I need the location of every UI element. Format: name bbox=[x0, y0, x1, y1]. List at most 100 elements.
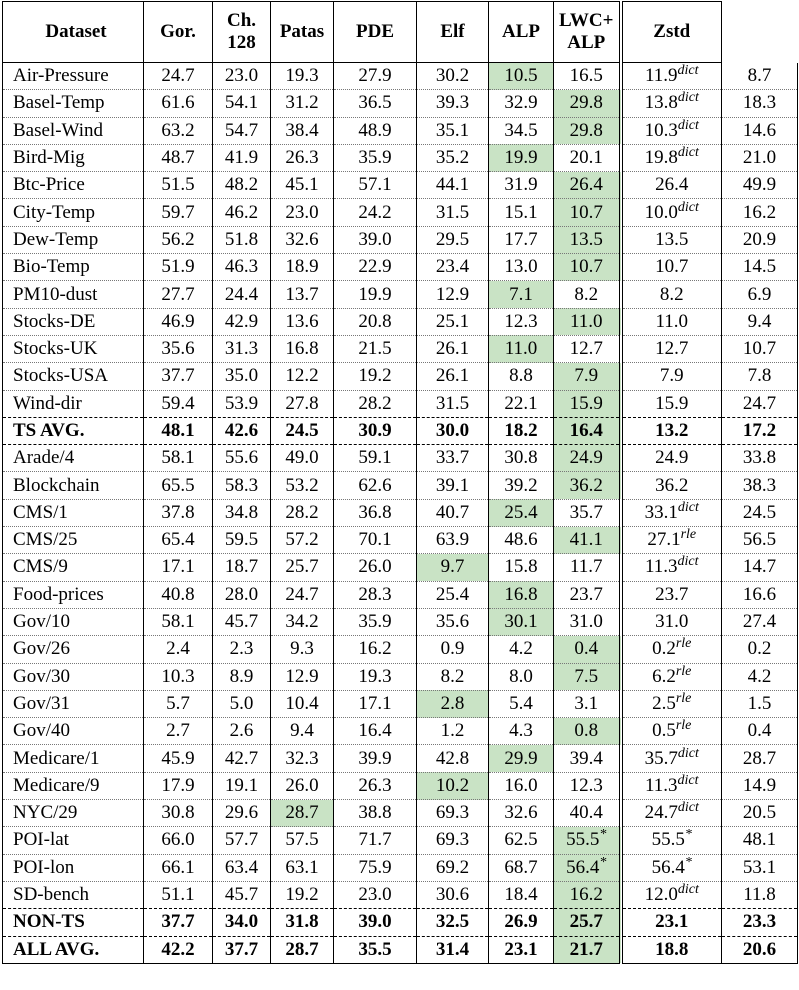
value-cell: 33.8 bbox=[721, 444, 798, 473]
row-label: Gov/30 bbox=[2, 663, 144, 691]
value-cell: 45.1 bbox=[270, 171, 334, 200]
value-cell: 10.2 bbox=[416, 772, 489, 801]
value-cell: 19.8dict bbox=[618, 144, 722, 173]
value-cell: 35.9 bbox=[333, 608, 417, 637]
value-cell: 58.1 bbox=[143, 444, 213, 473]
value-cell: 71.7 bbox=[333, 826, 417, 855]
value-cell: 49.9 bbox=[721, 171, 798, 200]
value-cell: 63.9 bbox=[416, 526, 489, 555]
value-cell: 40.8 bbox=[143, 581, 213, 609]
data-row: CMS/1 37.8 34.8 28.2 36.8 40.7 25.4 35.7 33.1dic… bbox=[2, 499, 798, 528]
row-label: ALL AVG. bbox=[2, 935, 144, 964]
row-label: Dew-Temp bbox=[2, 226, 144, 255]
value-cell: 2.8 bbox=[416, 690, 489, 719]
value-cell: 70.1 bbox=[333, 526, 417, 555]
value-cell: 46.3 bbox=[212, 253, 271, 282]
summary-row: NON-TS 37.7 34.0 31.8 39.0 32.5 26.9 25.7 23.1 23… bbox=[2, 908, 798, 937]
data-row: Bio-Temp 51.9 46.3 18.9 22.9 23.4 13.0 10.7 10.7… bbox=[2, 253, 798, 282]
value-cell: 68.7 bbox=[488, 854, 554, 882]
cell-superscript: dict bbox=[677, 882, 699, 898]
value-cell: 15.1 bbox=[488, 198, 554, 227]
summary-row: TS AVG. 48.1 42.6 24.5 30.9 30.0 18.2 16.4 13.2 1… bbox=[2, 416, 798, 446]
value-cell: 11.0 bbox=[553, 308, 621, 336]
value-cell: 12.9 bbox=[416, 280, 489, 309]
value-cell: 20.5 bbox=[721, 799, 798, 828]
value-cell: 17.9 bbox=[143, 772, 213, 801]
cell-value: 19.8 bbox=[644, 147, 678, 169]
value-cell: 25.7 bbox=[553, 908, 621, 937]
cell-value: 56.4 bbox=[651, 856, 685, 878]
value-cell: 25.1 bbox=[416, 308, 489, 336]
value-cell: 7.9 bbox=[553, 362, 621, 391]
value-cell: 16.4 bbox=[333, 717, 417, 746]
value-cell: 14.6 bbox=[721, 117, 798, 145]
cell-value: 0.2 bbox=[652, 638, 676, 660]
value-cell: 11.0 bbox=[618, 308, 722, 336]
value-cell: 7.9 bbox=[618, 362, 722, 391]
value-cell: 16.6 bbox=[721, 581, 798, 609]
value-cell: 42.6 bbox=[212, 416, 271, 446]
value-cell: 39.9 bbox=[333, 744, 417, 773]
value-cell: 27.1rle bbox=[618, 526, 722, 555]
value-cell: 12.7 bbox=[553, 335, 621, 364]
value-cell: 35.7dict bbox=[618, 744, 722, 773]
data-row: Medicare/9 17.9 19.1 26.0 26.3 10.2 16.0 12.3 11… bbox=[2, 772, 798, 801]
value-cell: 14.7 bbox=[721, 553, 798, 582]
value-cell: 4.2 bbox=[488, 635, 554, 664]
value-cell: 22.1 bbox=[488, 390, 554, 418]
cell-value: 6.2 bbox=[652, 665, 676, 687]
value-cell: 36.2 bbox=[553, 471, 621, 500]
row-label: POI-lon bbox=[2, 854, 144, 882]
value-cell: 21.5 bbox=[333, 335, 417, 364]
value-cell: 11.9dict bbox=[618, 62, 722, 91]
row-label: TS AVG. bbox=[2, 416, 144, 446]
value-cell: 16.0 bbox=[488, 772, 554, 801]
value-cell: 48.6 bbox=[488, 526, 554, 555]
cell-superscript: dict bbox=[677, 199, 699, 215]
value-cell: 30.8 bbox=[488, 444, 554, 473]
value-cell: 66.0 bbox=[143, 826, 213, 855]
value-cell: 18.8 bbox=[618, 935, 722, 964]
cell-value: 55.5 bbox=[566, 829, 600, 851]
row-label: CMS/9 bbox=[2, 553, 144, 582]
column-header: Elf bbox=[416, 1, 489, 63]
data-row: Bird-Mig 48.7 41.9 26.3 35.9 35.2 19.9 20.1 19.8… bbox=[2, 144, 798, 173]
value-cell: 19.9 bbox=[333, 280, 417, 309]
value-cell: 39.1 bbox=[416, 471, 489, 500]
value-cell: 19.3 bbox=[333, 663, 417, 691]
data-row: Gov/31 5.7 5.0 10.4 17.1 2.8 5.4 3.1 2.5rle 1.5 bbox=[2, 690, 798, 719]
value-cell: 56.5 bbox=[721, 526, 798, 555]
cell-superscript: rle bbox=[675, 636, 692, 652]
value-cell: 34.0 bbox=[212, 908, 271, 937]
cell-superscript: * bbox=[684, 854, 692, 870]
value-cell: 48.2 bbox=[212, 171, 271, 200]
value-cell: 17.7 bbox=[488, 226, 554, 255]
value-cell: 56.4* bbox=[618, 854, 722, 882]
column-header: Patas bbox=[270, 1, 334, 63]
cell-superscript: rle bbox=[675, 690, 692, 706]
value-cell: 8.2 bbox=[618, 280, 722, 309]
value-cell: 13.0 bbox=[488, 253, 554, 282]
value-cell: 10.7 bbox=[721, 335, 798, 364]
value-cell: 39.4 bbox=[553, 744, 621, 773]
value-cell: 2.4 bbox=[143, 635, 213, 664]
value-cell: 58.3 bbox=[212, 471, 271, 500]
row-label: Wind-dir bbox=[2, 390, 144, 418]
cell-superscript: dict bbox=[677, 145, 699, 161]
value-cell: 65.5 bbox=[143, 471, 213, 500]
data-row: CMS/9 17.1 18.7 25.7 26.0 9.7 15.8 11.7 11.3dict… bbox=[2, 553, 798, 582]
value-cell: 5.0 bbox=[212, 690, 271, 719]
value-cell: 31.3 bbox=[212, 335, 271, 364]
value-cell: 31.4 bbox=[416, 935, 489, 964]
value-cell: 10.0dict bbox=[618, 198, 722, 227]
data-row: Stocks-USA 37.7 35.0 12.2 19.2 26.1 8.8 7.9 7.9 7… bbox=[2, 362, 798, 391]
value-cell: 20.6 bbox=[721, 935, 798, 964]
value-cell: 18.4 bbox=[488, 881, 554, 910]
value-cell: 10.3dict bbox=[618, 117, 722, 145]
value-cell: 59.7 bbox=[143, 198, 213, 227]
value-cell: 31.2 bbox=[270, 89, 334, 118]
value-cell: 25.4 bbox=[488, 499, 554, 528]
value-cell: 35.5 bbox=[333, 935, 417, 964]
value-cell: 0.5rle bbox=[618, 717, 722, 746]
value-cell: 38.8 bbox=[333, 799, 417, 828]
